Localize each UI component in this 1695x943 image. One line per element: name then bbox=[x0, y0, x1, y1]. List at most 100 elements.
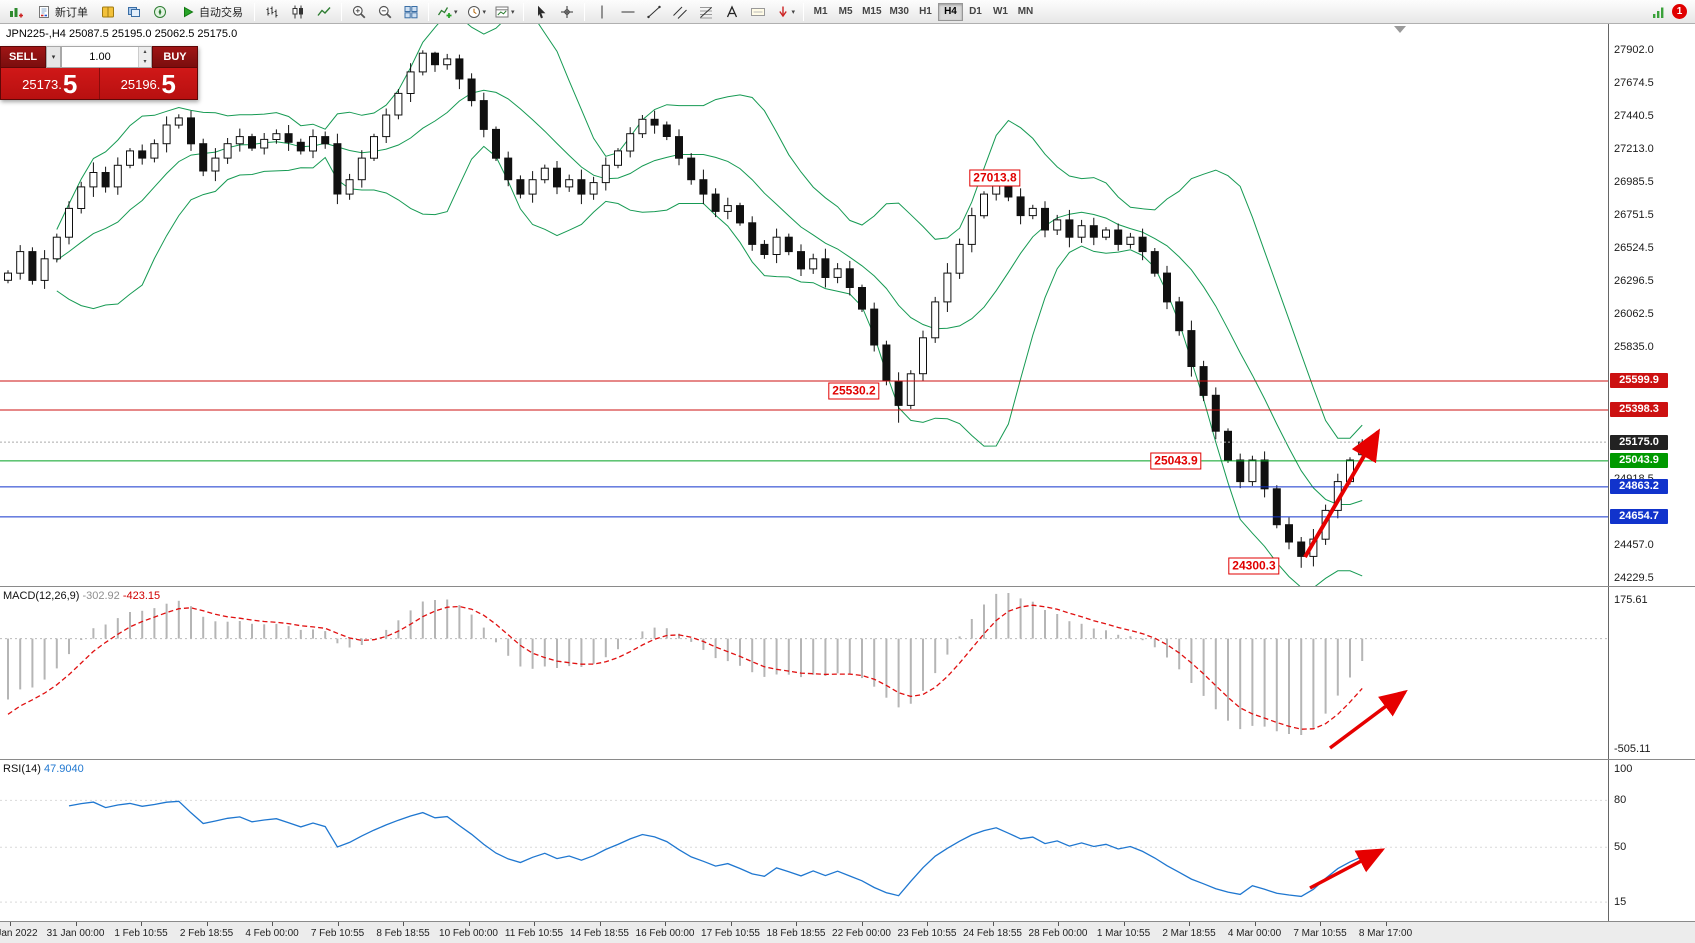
crosshair-icon bbox=[559, 4, 575, 20]
time-axis-label: 10 Feb 00:00 bbox=[439, 928, 498, 939]
templates-button[interactable]: ▾ bbox=[491, 2, 518, 22]
auto-trading-button[interactable]: 自动交易 bbox=[174, 2, 249, 22]
time-tick bbox=[1123, 922, 1125, 926]
timeframe-mn-button[interactable]: MN bbox=[1013, 3, 1038, 21]
buy-price-main: 25196. bbox=[120, 77, 161, 92]
toolbar-separator bbox=[583, 2, 585, 21]
price-axis-label: 27213.0 bbox=[1614, 143, 1654, 156]
time-axis-label: 1 Feb 10:55 bbox=[114, 928, 168, 939]
timeframe-m15-button[interactable]: M15 bbox=[858, 3, 885, 21]
macd-panel: MACD(12,26,9) -302.92 -423.15 bbox=[0, 587, 1608, 759]
indicators-button[interactable]: ▾ bbox=[434, 2, 461, 22]
candlestick-chart-button[interactable] bbox=[286, 2, 310, 22]
compass-icon bbox=[152, 4, 168, 20]
periods-button[interactable]: ▾ bbox=[463, 2, 490, 22]
market-watch-button[interactable] bbox=[96, 2, 120, 22]
time-tick bbox=[796, 922, 797, 926]
time-tick bbox=[468, 922, 470, 926]
macd-signal-line bbox=[7, 604, 1363, 730]
sell-price-big-digit: 5 bbox=[62, 69, 78, 99]
price-annotation[interactable]: 24300.3 bbox=[1228, 557, 1280, 575]
text-button[interactable] bbox=[720, 2, 744, 22]
price-annotation[interactable]: 27013.8 bbox=[969, 169, 1021, 187]
chevron-down-icon: ▾ bbox=[482, 8, 487, 16]
line-chart-button[interactable] bbox=[312, 2, 336, 22]
channel-button[interactable] bbox=[668, 2, 692, 22]
timeframe-m30-button[interactable]: M30 bbox=[886, 3, 913, 21]
crosshair-button[interactable] bbox=[555, 2, 579, 22]
macd-chart[interactable] bbox=[0, 587, 1608, 759]
buy-price[interactable]: 25196. 5 bbox=[99, 68, 197, 99]
navigator-button[interactable] bbox=[148, 2, 172, 22]
trend-arrow-icon[interactable] bbox=[1309, 848, 1386, 890]
toolbar-right: 1 bbox=[1651, 4, 1692, 20]
sell-price[interactable]: 25173. 5 bbox=[1, 68, 100, 99]
price-tag-25175.0: 25175.0 bbox=[1610, 434, 1668, 450]
macd-axis-label: -505.11 bbox=[1614, 743, 1651, 755]
trendline-button[interactable] bbox=[642, 2, 666, 22]
rsi-line bbox=[68, 800, 1363, 898]
timeframe-d1-button[interactable]: D1 bbox=[963, 3, 988, 21]
panel-separator[interactable] bbox=[0, 759, 1695, 760]
timeframe-h4-button[interactable]: H4 bbox=[937, 2, 963, 21]
price-annotation[interactable]: 25043.9 bbox=[1150, 452, 1202, 470]
volume-input[interactable] bbox=[62, 47, 138, 67]
main-chart-panel: JPN225-,H4 25087.5 25195.0 25062.5 25175… bbox=[0, 24, 1608, 586]
cursor-button[interactable] bbox=[529, 2, 553, 22]
time-tick bbox=[1189, 922, 1190, 926]
sell-button[interactable]: SELL bbox=[0, 46, 46, 68]
bollinger-middle-band bbox=[56, 89, 1363, 505]
order-type-dropdown[interactable]: ▾ bbox=[46, 46, 61, 68]
new-chart-button[interactable] bbox=[4, 2, 28, 22]
panel-separator[interactable] bbox=[0, 586, 1695, 587]
price-annotation[interactable]: 25530.2 bbox=[828, 382, 880, 400]
time-tick bbox=[730, 922, 732, 926]
time-axis[interactable]: 31 Jan 2022 31 Jan 00:00 1 Feb 10:55 2 Feb … bbox=[0, 921, 1695, 943]
chevron-down-icon: ▾ bbox=[454, 8, 458, 16]
timeframe-m5-button[interactable]: M5 bbox=[833, 3, 858, 21]
bar-chart-button[interactable] bbox=[260, 2, 284, 22]
price-axis-label: 26985.5 bbox=[1614, 175, 1654, 188]
bollinger-upper-band bbox=[56, 24, 1363, 439]
time-axis-label: 24 Feb 18:55 bbox=[963, 928, 1022, 939]
candlestick-chart[interactable] bbox=[0, 24, 1608, 586]
zoom-in-button[interactable] bbox=[347, 2, 371, 22]
time-tick bbox=[861, 922, 863, 926]
toolbar-separator bbox=[341, 2, 342, 21]
volume-down-button[interactable]: ▾ bbox=[139, 57, 151, 67]
time-axis-label: 7 Mar 10:55 bbox=[1293, 928, 1347, 939]
connection-status-icon bbox=[1651, 4, 1667, 20]
price-axis-label: 26296.5 bbox=[1614, 274, 1654, 287]
toolbar-separator bbox=[803, 2, 805, 21]
arrows-button[interactable]: ▾ bbox=[772, 2, 799, 22]
timeframe-m1-button[interactable]: M1 bbox=[808, 3, 833, 21]
clock-icon bbox=[466, 4, 482, 20]
macd-axis-label: 175.61 bbox=[1614, 594, 1648, 607]
label-icon bbox=[750, 4, 766, 20]
trend-arrow-icon[interactable] bbox=[1328, 689, 1408, 750]
buy-button[interactable]: BUY bbox=[152, 46, 198, 68]
rsi-axis-label: 100 bbox=[1614, 763, 1633, 776]
volume-up-button[interactable]: ▴ bbox=[139, 47, 151, 57]
tile-windows-button[interactable] bbox=[399, 2, 423, 22]
price-tag-24654.7: 24654.7 bbox=[1610, 509, 1668, 525]
fibonacci-button[interactable] bbox=[694, 2, 718, 22]
timeframe-h1-button[interactable]: H1 bbox=[913, 3, 938, 21]
new-order-button[interactable]: 新订单 bbox=[30, 2, 94, 22]
rsi-axis-label: 80 bbox=[1614, 794, 1627, 807]
chart-shift-marker[interactable] bbox=[1394, 26, 1406, 33]
price-axis[interactable]: 27902.0 27674.5 27440.5 27213.0 26985.5 26751… bbox=[1608, 24, 1695, 921]
notification-badge[interactable]: 1 bbox=[1672, 4, 1687, 19]
price-tag-24863.2: 24863.2 bbox=[1610, 479, 1668, 495]
timeframe-w1-button[interactable]: W1 bbox=[988, 3, 1013, 21]
zoom-out-button[interactable] bbox=[373, 2, 397, 22]
data-window-button[interactable] bbox=[122, 2, 146, 22]
horizontal-line-button[interactable] bbox=[616, 2, 640, 22]
trend-arrow-icon[interactable] bbox=[1303, 428, 1381, 559]
time-axis-label: 4 Feb 00:00 bbox=[245, 928, 299, 939]
time-tick bbox=[1385, 922, 1387, 926]
label-button[interactable] bbox=[746, 2, 770, 22]
rsi-chart[interactable] bbox=[0, 760, 1608, 921]
vertical-line-button[interactable] bbox=[590, 2, 614, 22]
time-axis-label: 2 Mar 18:55 bbox=[1162, 928, 1216, 939]
